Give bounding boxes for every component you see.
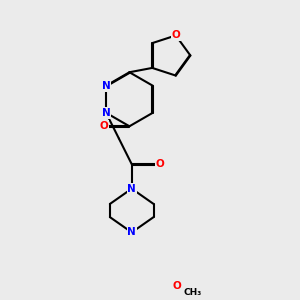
Text: N: N <box>102 108 110 118</box>
Text: CH₃: CH₃ <box>184 288 202 297</box>
Text: O: O <box>156 159 164 169</box>
Text: N: N <box>128 184 136 194</box>
Text: O: O <box>171 31 180 40</box>
Text: O: O <box>99 121 108 131</box>
Text: O: O <box>172 281 181 291</box>
Text: N: N <box>128 227 136 237</box>
Text: N: N <box>102 81 110 91</box>
